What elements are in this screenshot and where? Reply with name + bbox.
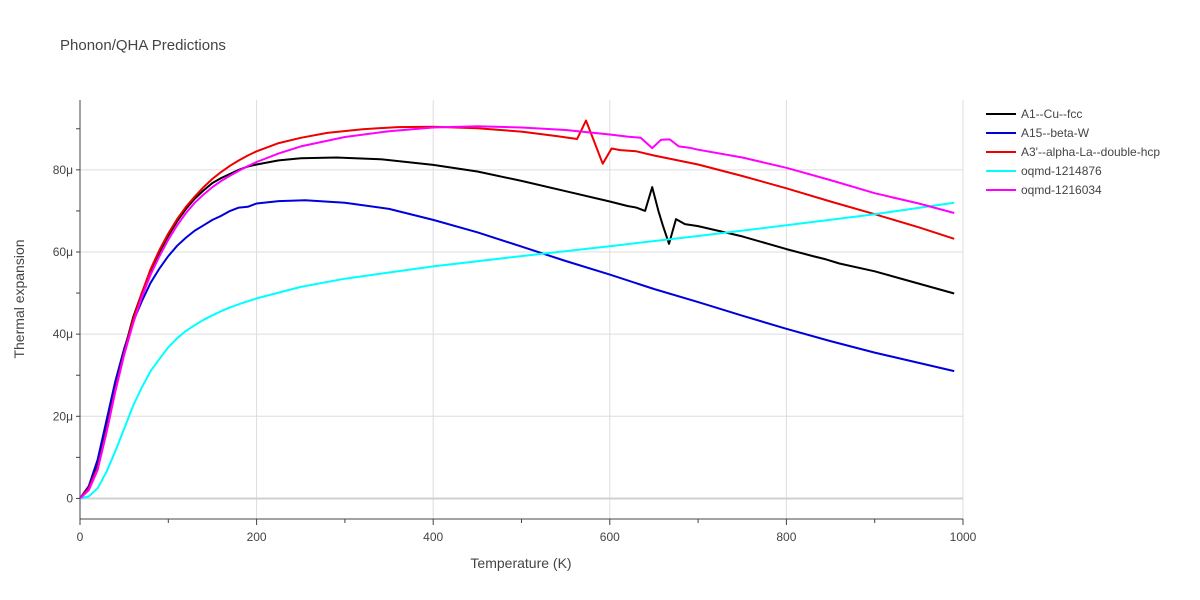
y-tick-label: 60μ (53, 245, 73, 259)
legend-item[interactable]: A3'--alpha-La--double-hcp (986, 145, 1160, 159)
legend-label: A15--beta-W (1021, 126, 1090, 140)
y-tick-label: 20μ (53, 409, 73, 423)
tick-labels: 0 200 400 600 800 1000 0 20μ 40μ 60μ 80μ (53, 163, 977, 544)
grid-lines (80, 100, 964, 519)
y-axis-title: Thermal expansion (11, 239, 27, 358)
legend[interactable]: A1--Cu--fcc A15--beta-W A3'--alpha-La--dou… (986, 107, 1160, 197)
y-tick-label: 0 (66, 491, 73, 505)
series-line-a15-beta-w (79, 199, 955, 500)
x-axis-title: Temperature (K) (470, 555, 571, 571)
series-line-a3-alpha-la-double-hcp (79, 119, 955, 500)
legend-item[interactable]: A15--beta-W (986, 126, 1090, 140)
chart-title: Phonon/QHA Predictions (60, 37, 226, 54)
series-line-oqmd-1216034 (79, 125, 955, 500)
legend-item[interactable]: oqmd-1216034 (986, 183, 1102, 197)
y-tick-label: 80μ (53, 163, 73, 177)
legend-label: oqmd-1216034 (1021, 183, 1102, 197)
legend-item[interactable]: A1--Cu--fcc (986, 107, 1082, 121)
legend-item[interactable]: oqmd-1214876 (986, 164, 1102, 178)
x-tick-label: 400 (423, 530, 443, 544)
legend-label: A3'--alpha-La--double-hcp (1021, 145, 1160, 159)
series-line-a1-cu-fcc (79, 156, 955, 500)
x-tick-label: 200 (247, 530, 267, 544)
axes (76, 100, 964, 525)
x-tick-label: 0 (77, 530, 84, 544)
y-tick-label: 40μ (53, 327, 73, 341)
legend-label: A1--Cu--fcc (1021, 107, 1082, 121)
series-line-oqmd-1214876 (79, 201, 955, 500)
x-tick-label: 1000 (950, 530, 977, 544)
plot-area (79, 119, 955, 500)
x-tick-label: 800 (776, 530, 796, 544)
x-tick-label: 600 (600, 530, 620, 544)
legend-label: oqmd-1214876 (1021, 164, 1102, 178)
